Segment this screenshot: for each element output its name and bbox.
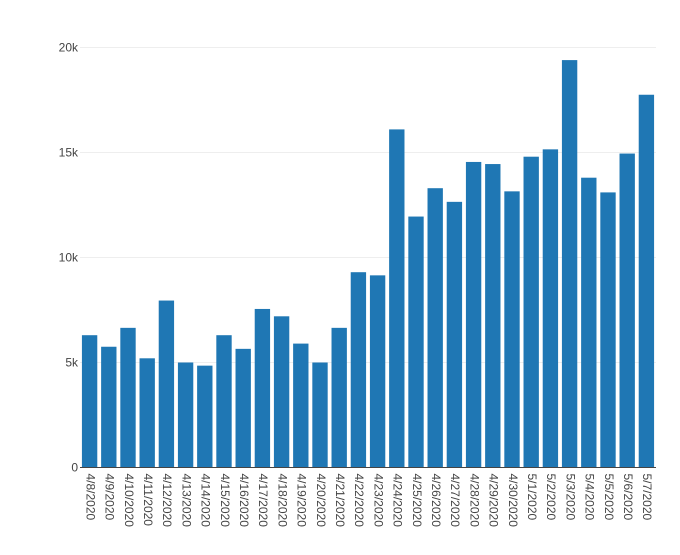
x-tick-label: 4/30/2020 [506, 474, 520, 528]
x-tick-label: 5/4/2020 [583, 474, 597, 521]
bar [216, 335, 232, 468]
bar [139, 358, 155, 468]
x-tick-label: 5/5/2020 [602, 474, 616, 521]
x-tick-label: 4/20/2020 [314, 474, 328, 528]
bar [465, 161, 482, 468]
x-tick-label: 4/18/2020 [275, 474, 289, 528]
bar [523, 156, 539, 468]
bar [561, 60, 578, 468]
bar [293, 343, 309, 468]
x-tick-label: 5/7/2020 [640, 474, 654, 521]
x-axis: 4/8/2020 4/9/2020 4/10/2020 4/11/2020 4/12/2… [80, 467, 656, 528]
bar [101, 346, 117, 468]
x-tick-label: 4/21/2020 [333, 474, 347, 528]
x-tick-label: 4/11/2020 [141, 474, 155, 527]
bar-series [81, 60, 655, 468]
bar [638, 94, 655, 468]
x-tick-label: 4/26/2020 [429, 474, 443, 528]
x-tick-label: 4/14/2020 [199, 474, 213, 528]
bar [312, 362, 328, 468]
x-tick-label: 4/29/2020 [487, 474, 501, 528]
y-tick-label: 10k [59, 251, 79, 265]
y-tick-label: 5k [65, 356, 79, 370]
x-tick-label: 5/3/2020 [563, 474, 577, 521]
x-tick-label: 4/19/2020 [295, 474, 309, 528]
x-tick-label: 4/9/2020 [103, 474, 117, 521]
x-tick-label: 4/8/2020 [83, 474, 97, 521]
bar [158, 300, 175, 468]
x-tick-label: 4/10/2020 [122, 474, 136, 528]
bar [177, 362, 194, 468]
bar [619, 153, 635, 468]
x-tick-label: 4/22/2020 [352, 474, 366, 528]
bar [81, 335, 98, 468]
x-tick-label: 4/23/2020 [371, 474, 385, 528]
bar [331, 327, 347, 468]
y-tick-label: 20k [59, 41, 79, 55]
bar [197, 365, 213, 468]
x-tick-label: 5/2/2020 [544, 474, 558, 521]
y-tick-label: 15k [59, 146, 79, 160]
x-tick-label: 4/13/2020 [179, 474, 193, 528]
bar [235, 348, 251, 468]
x-tick-label: 4/25/2020 [410, 474, 424, 528]
bar [427, 188, 443, 468]
bar [581, 177, 597, 468]
bar [273, 316, 290, 468]
bar [446, 201, 463, 468]
bar [369, 275, 386, 468]
x-tick-label: 4/15/2020 [218, 474, 232, 528]
x-tick-label: 4/12/2020 [160, 474, 174, 528]
bar [542, 149, 559, 468]
x-tick-label: 4/28/2020 [467, 474, 481, 528]
x-tick-label: 5/6/2020 [621, 474, 635, 521]
gridlines [80, 47, 656, 363]
y-axis: 0 5k 10k 15k 20k [59, 41, 79, 475]
bar [504, 191, 520, 468]
x-tick-label: 4/16/2020 [237, 474, 251, 528]
x-tick-label: 4/24/2020 [391, 474, 405, 528]
bar [350, 272, 367, 468]
y-tick-label: 0 [71, 461, 78, 475]
bar [254, 308, 271, 468]
x-tick-label: 4/27/2020 [448, 474, 462, 528]
x-tick-label: 5/1/2020 [525, 474, 539, 521]
bar [485, 164, 501, 468]
bar [408, 216, 424, 468]
bar [600, 192, 616, 468]
bar [120, 327, 136, 468]
bar [389, 129, 405, 468]
x-tick-label: 4/17/2020 [256, 474, 270, 528]
